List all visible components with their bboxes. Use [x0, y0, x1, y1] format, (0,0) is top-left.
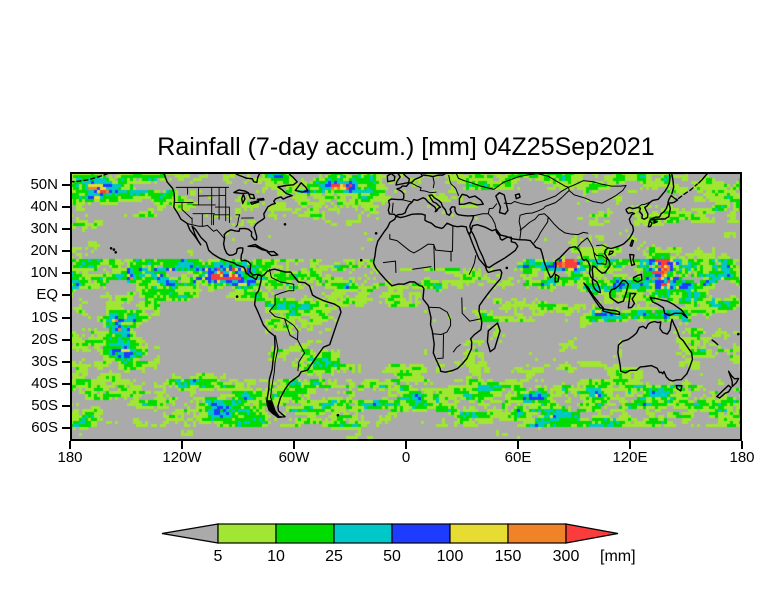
- lat-tick-label: 30N: [30, 220, 58, 238]
- small-island-dot: [112, 248, 116, 251]
- lat-tick-label: 40N: [30, 198, 58, 216]
- country-border-paths: [175, 172, 651, 411]
- legend-right-arrow: [565, 523, 619, 544]
- legend-edge-label: 10: [267, 548, 285, 565]
- lat-tick-label: 40S: [31, 374, 58, 392]
- legend-box: [333, 523, 393, 544]
- legend-colorbar: 5 10 25 50 100 150 300 [mm]: [161, 523, 636, 565]
- lat-tick-label: 50N: [30, 176, 58, 194]
- legend-edge-label: 5: [214, 548, 223, 565]
- us-state-border-paths: [173, 186, 254, 228]
- legend-edge-label: 50: [383, 548, 401, 565]
- lon-tick: [517, 441, 519, 449]
- legend-units-label: [mm]: [600, 548, 636, 565]
- small-island-dot: [336, 413, 340, 417]
- lon-tick-label: 60W: [278, 449, 310, 466]
- small-island-dot: [109, 247, 113, 250]
- lat-tick: [62, 382, 70, 385]
- lat-tick: [62, 338, 70, 341]
- lat-tick: [62, 250, 70, 253]
- lat-tick-label: EQ: [36, 286, 58, 304]
- small-island-dot: [505, 266, 509, 270]
- small-island-dot: [114, 251, 117, 254]
- legend-box: [507, 523, 567, 544]
- small-island-dot: [374, 232, 378, 235]
- lon-tick: [293, 441, 295, 449]
- lon-tick-label: 120E: [612, 449, 648, 466]
- lon-tick-label: 180: [57, 449, 83, 466]
- legend-box: [449, 523, 509, 544]
- legend-left-arrow: [161, 523, 219, 544]
- lat-tick-label: 30S: [31, 352, 58, 370]
- lon-tick: [405, 441, 407, 449]
- lon-tick-label: 0: [401, 449, 411, 466]
- lon-tick: [181, 441, 183, 449]
- lon-tick: [69, 441, 71, 449]
- lat-tick: [62, 426, 70, 429]
- lon-tick-label: 120W: [162, 449, 202, 466]
- lon-tick-label: 180: [729, 449, 755, 466]
- lat-tick-label: 20N: [30, 242, 58, 260]
- legend-box: [391, 523, 451, 544]
- lon-tick: [629, 441, 631, 449]
- small-island-dot: [359, 258, 363, 262]
- lat-tick: [62, 228, 70, 231]
- lon-tick-label: 60E: [504, 449, 532, 466]
- legend-edge-label: 150: [495, 548, 522, 565]
- lat-tick: [62, 272, 70, 275]
- legend-edge-label: 300: [553, 548, 580, 565]
- lat-tick: [62, 184, 70, 187]
- lat-tick: [62, 360, 70, 363]
- patagonia-fjords-landmass: [266, 400, 285, 419]
- map-plot: [70, 172, 742, 441]
- lat-tick: [62, 294, 70, 297]
- legend-box: [217, 523, 277, 544]
- coastlines-svg: [70, 172, 740, 419]
- legend-edge-label: 100: [437, 548, 464, 565]
- small-island-dot: [737, 332, 740, 336]
- lat-tick: [62, 404, 70, 407]
- legend-box: [275, 523, 335, 544]
- small-island-dot: [235, 295, 239, 298]
- lat-tick-label: 50S: [31, 396, 58, 414]
- lat-tick: [62, 206, 70, 209]
- lat-tick: [62, 316, 70, 319]
- coastline-paths: [162, 172, 740, 418]
- legend-edge-label: 25: [325, 548, 343, 565]
- lat-tick-label: 60S: [31, 418, 58, 436]
- lat-tick-label: 10S: [31, 308, 58, 326]
- lat-tick-label: 20S: [31, 330, 58, 348]
- lat-tick-label: 10N: [30, 264, 58, 282]
- lon-tick: [741, 441, 743, 449]
- chart-title: Rainfall (7-day accum.) [mm] 04Z25Sep202…: [157, 133, 655, 161]
- small-island-dot: [283, 223, 287, 226]
